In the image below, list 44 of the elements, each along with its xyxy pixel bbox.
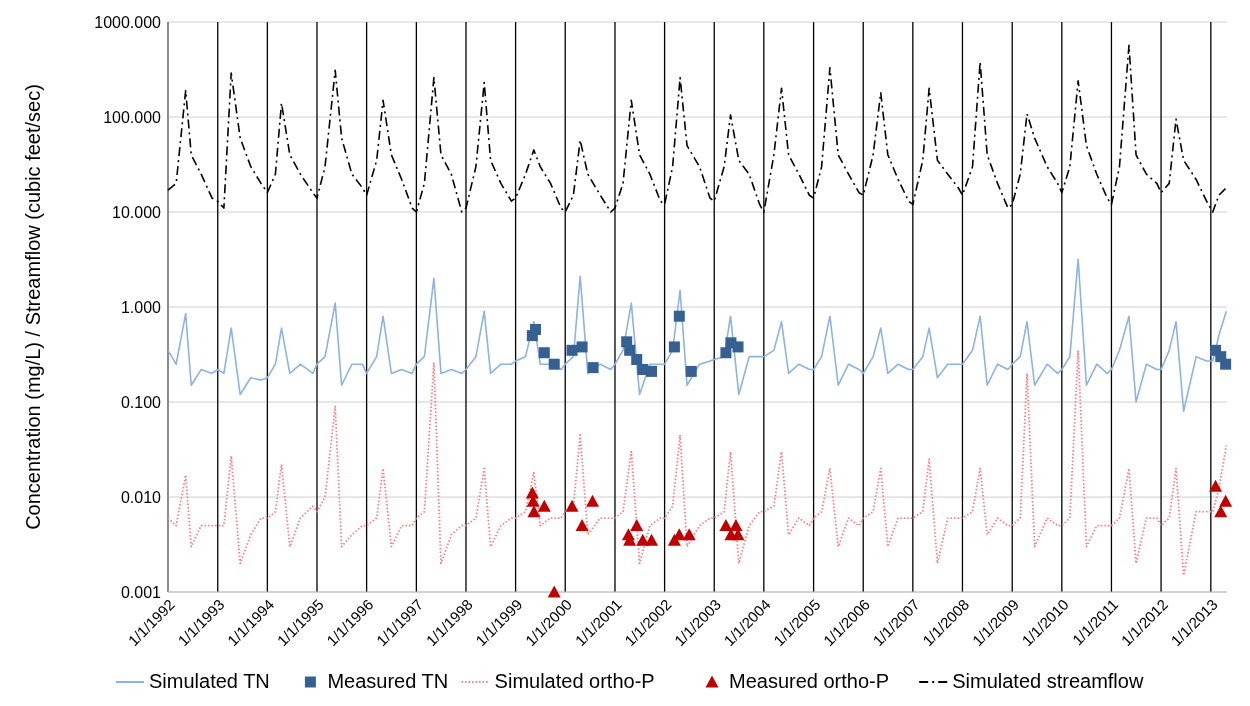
point — [1209, 479, 1223, 492]
point — [576, 341, 588, 353]
point — [586, 494, 600, 507]
point — [1219, 494, 1233, 507]
point — [575, 519, 589, 532]
line-series — [167, 349, 1228, 577]
y-tick-label: 1.000 — [120, 298, 162, 316]
line-series — [167, 258, 1228, 413]
legend-label: Measured TN — [327, 670, 449, 692]
point — [729, 519, 743, 532]
point — [529, 323, 541, 335]
y-tick-label: 100.000 — [103, 108, 162, 126]
point — [587, 362, 599, 374]
point — [1220, 358, 1232, 370]
point — [630, 519, 644, 532]
point — [685, 365, 697, 377]
point — [646, 365, 658, 377]
point — [527, 505, 541, 518]
legend-label: Measured ortho-P — [729, 670, 890, 692]
y-tick-label: 0.001 — [120, 583, 162, 601]
point — [631, 354, 643, 366]
y-axis-title: Concentration (mg/L) / Streamflow (cubic feet/sec) — [22, 84, 44, 530]
point — [538, 347, 550, 359]
point — [547, 585, 561, 598]
point — [732, 341, 744, 353]
point — [668, 341, 680, 353]
point — [624, 344, 636, 356]
point — [720, 347, 732, 359]
legend-label: Simulated streamflow — [952, 670, 1144, 692]
point — [548, 358, 560, 370]
point — [1214, 505, 1228, 518]
legend-label: Simulated ortho-P — [494, 670, 655, 692]
point — [565, 499, 579, 512]
y-tick-label: 1000.000 — [94, 13, 162, 31]
point — [566, 344, 578, 356]
y-tick-label: 10.000 — [112, 203, 162, 221]
point — [537, 499, 551, 512]
point — [673, 310, 685, 322]
point — [719, 519, 733, 532]
y-tick-label: 0.100 — [120, 393, 162, 411]
legend-label: Simulated TN — [149, 670, 270, 692]
y-tick-label: 0.010 — [120, 488, 162, 506]
point — [645, 533, 659, 546]
point — [682, 528, 696, 541]
